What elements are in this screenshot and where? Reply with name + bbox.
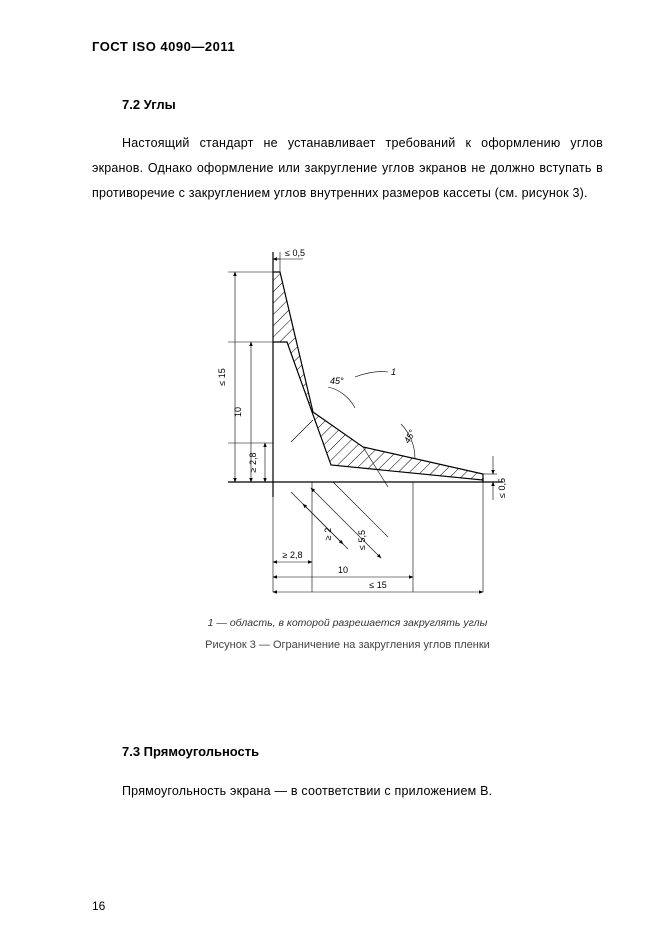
svg-text:45°: 45° bbox=[330, 376, 344, 386]
svg-text:≤ 15: ≤ 15 bbox=[217, 368, 227, 385]
page-number: 16 bbox=[92, 898, 105, 914]
section-7-3-paragraph: Прямоугольность экрана — в соответствии … bbox=[92, 779, 603, 804]
figure-3-diagram: ≤ 0,5 ≤ 15 10 ≥ 2,8 45° 1 45° ≤ 0,5 ≥ 2 ≤ 5,5 ≥ 2,… bbox=[183, 212, 513, 612]
svg-text:1: 1 bbox=[391, 367, 396, 377]
svg-text:≤ 5,5: ≤ 5,5 bbox=[357, 530, 367, 550]
svg-text:≥ 2: ≥ 2 bbox=[323, 528, 333, 540]
svg-text:≤ 15: ≤ 15 bbox=[369, 580, 386, 590]
svg-text:≥ 2,8: ≥ 2,8 bbox=[248, 453, 258, 473]
svg-text:10: 10 bbox=[337, 565, 347, 575]
figure-3-caption: Рисунок 3 — Ограничение на закругления у… bbox=[205, 638, 490, 653]
svg-text:≤ 0,5: ≤ 0,5 bbox=[497, 478, 507, 498]
section-7-2-paragraph: Настоящий стандарт не устанавливает треб… bbox=[92, 131, 603, 206]
figure-3: ≤ 0,5 ≤ 15 10 ≥ 2,8 45° 1 45° ≤ 0,5 ≥ 2 ≤ 5,5 ≥ 2,… bbox=[92, 212, 603, 653]
section-7-2-heading: 7.2 Углы bbox=[92, 96, 603, 114]
svg-text:≥ 2,8: ≥ 2,8 bbox=[282, 550, 302, 560]
svg-text:10: 10 bbox=[233, 407, 243, 417]
svg-text:45°: 45° bbox=[401, 428, 416, 445]
section-7-3-heading: 7.3 Прямоугольность bbox=[92, 743, 603, 761]
figure-3-legend: 1 — область, в которой разрешается закру… bbox=[208, 616, 488, 630]
svg-text:≤ 0,5: ≤ 0,5 bbox=[285, 248, 305, 258]
document-header: ГОСТ ISO 4090—2011 bbox=[92, 38, 603, 56]
